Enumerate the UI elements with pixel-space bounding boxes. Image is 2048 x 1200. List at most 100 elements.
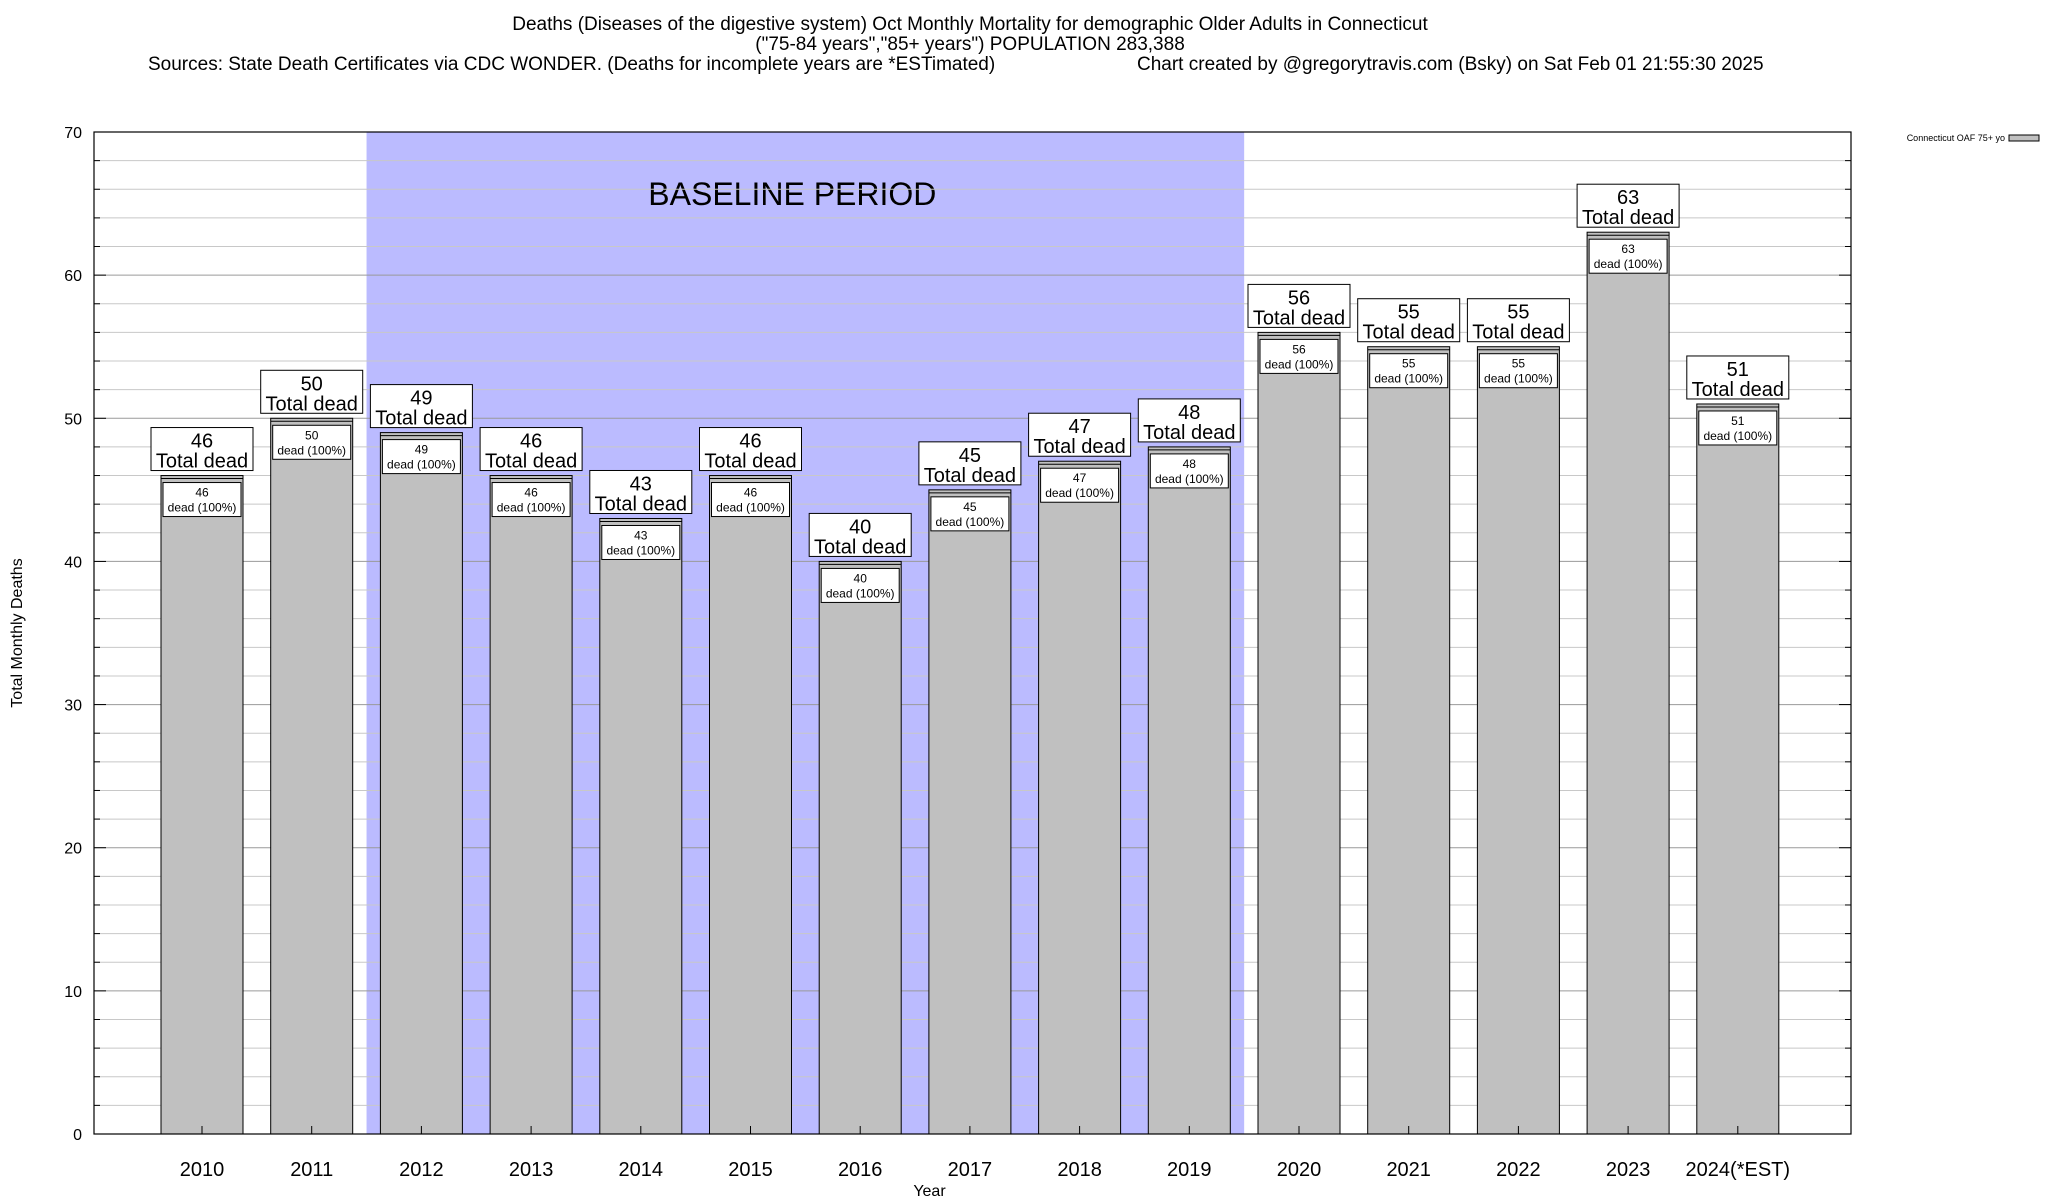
total-label-box bbox=[1576, 183, 1680, 228]
inner-label-text: dead (100%) bbox=[277, 443, 346, 457]
chart-credit: Chart created by @gregorytravis.com (Bsk… bbox=[1137, 54, 1764, 75]
total-label-text: Total dead bbox=[1253, 307, 1345, 329]
bar bbox=[1147, 446, 1231, 1135]
total-label-value: 49 bbox=[410, 388, 432, 410]
total-label-text: Total dead bbox=[375, 408, 467, 430]
axes: 2010 2011 2012 2013 2014 2015 2016 2017 2018 2019… bbox=[9, 125, 1852, 1200]
y-tick-label: 60 bbox=[64, 268, 82, 285]
inner-label-box bbox=[711, 482, 790, 518]
total-label-box bbox=[1357, 298, 1461, 343]
total-label-text: Total dead bbox=[485, 451, 577, 473]
inner-label-box bbox=[1369, 353, 1449, 389]
inner-label-value: 45 bbox=[963, 500, 977, 514]
total-label-text: Total dead bbox=[1033, 436, 1125, 458]
inner-label-value: 51 bbox=[1731, 414, 1745, 428]
chart-title: Deaths (Diseases of the digestive system… bbox=[512, 14, 1428, 35]
x-tick-label: 2014 bbox=[619, 1159, 664, 1181]
total-label-text: Total dead bbox=[156, 451, 248, 473]
total-label-value: 46 bbox=[520, 431, 542, 453]
inner-label-text: dead (100%) bbox=[497, 501, 566, 515]
bar bbox=[599, 517, 683, 1135]
bar bbox=[1038, 460, 1122, 1135]
inner-label-box bbox=[601, 524, 681, 560]
x-tick-label: 2015 bbox=[728, 1159, 773, 1181]
baseline-label: BASELINE PERIOD bbox=[648, 176, 936, 212]
bar bbox=[489, 475, 573, 1135]
bar bbox=[1476, 346, 1560, 1135]
inner-label-text: dead (100%) bbox=[1594, 257, 1663, 271]
inner-label-text: dead (100%) bbox=[1155, 472, 1224, 486]
y-tick-label: 50 bbox=[64, 411, 82, 428]
y-axis-title: Total Monthly Deaths bbox=[9, 558, 26, 707]
inner-label-value: 46 bbox=[195, 486, 209, 500]
inner-label-box bbox=[1478, 353, 1558, 389]
inner-label-box bbox=[1259, 338, 1339, 374]
y-tick-label: 10 bbox=[64, 984, 82, 1001]
inner-label-value: 43 bbox=[634, 528, 648, 542]
y-tick-label: 30 bbox=[64, 698, 82, 715]
x-axis-title: Year bbox=[913, 1183, 946, 1200]
bar bbox=[1367, 346, 1451, 1135]
inner-label-box bbox=[820, 567, 900, 603]
total-label-box bbox=[808, 512, 912, 557]
total-label-text: Total dead bbox=[1582, 207, 1674, 229]
x-tick-label: 2023 bbox=[1606, 1159, 1651, 1181]
inner-label-value: 50 bbox=[305, 428, 319, 442]
x-tick-label: 2019 bbox=[1167, 1159, 1212, 1181]
x-tick-label: 2016 bbox=[838, 1159, 883, 1181]
inner-label-box bbox=[930, 496, 1010, 532]
total-label-box bbox=[150, 427, 254, 472]
total-label-value: 50 bbox=[301, 373, 323, 395]
total-label-text: Total dead bbox=[1363, 322, 1455, 344]
total-label-box bbox=[260, 369, 364, 414]
total-label-value: 48 bbox=[1178, 402, 1200, 424]
total-label-box bbox=[1028, 412, 1132, 457]
total-label-text: Total dead bbox=[595, 493, 687, 515]
total-label-value: 55 bbox=[1507, 302, 1529, 324]
legend-swatch bbox=[2008, 134, 2040, 142]
y-tick-label: 40 bbox=[64, 554, 82, 571]
total-label-text: Total dead bbox=[704, 451, 796, 473]
total-label-box bbox=[369, 384, 473, 429]
inner-label-box bbox=[1588, 238, 1668, 274]
bar bbox=[1586, 231, 1670, 1135]
inner-label-value: 55 bbox=[1512, 357, 1526, 371]
total-label-box bbox=[589, 469, 693, 514]
total-label-text: Total dead bbox=[924, 465, 1016, 487]
x-tick-label: 2011 bbox=[290, 1159, 333, 1181]
inner-label-text: dead (100%) bbox=[1045, 486, 1114, 500]
total-label-value: 43 bbox=[630, 473, 652, 495]
x-tick-label: 2020 bbox=[1277, 1159, 1322, 1181]
inner-label-box bbox=[381, 439, 461, 475]
total-label-box bbox=[1247, 283, 1351, 328]
total-label-value: 45 bbox=[959, 445, 981, 467]
inner-label-value: 48 bbox=[1183, 457, 1197, 471]
chart-sources: Sources: State Death Certificates via CD… bbox=[148, 54, 996, 75]
inner-label-box bbox=[272, 424, 352, 460]
inner-label-box bbox=[1698, 410, 1778, 446]
inner-label-box bbox=[491, 482, 571, 518]
total-label-box bbox=[1686, 355, 1790, 400]
x-tick-label: 2017 bbox=[948, 1159, 993, 1181]
bar bbox=[160, 475, 244, 1135]
inner-label-text: dead (100%) bbox=[1374, 372, 1443, 386]
bar bbox=[709, 475, 792, 1135]
inner-label-box bbox=[1040, 467, 1120, 503]
bar bbox=[379, 432, 463, 1135]
total-label-value: 51 bbox=[1727, 359, 1749, 381]
inner-label-value: 46 bbox=[744, 486, 758, 500]
inner-label-text: dead (100%) bbox=[1484, 372, 1553, 386]
bar bbox=[1696, 403, 1780, 1135]
inner-label-text: dead (100%) bbox=[1265, 357, 1334, 371]
x-tick-label: 2018 bbox=[1057, 1159, 1102, 1181]
total-label-text: Total dead bbox=[814, 536, 906, 558]
